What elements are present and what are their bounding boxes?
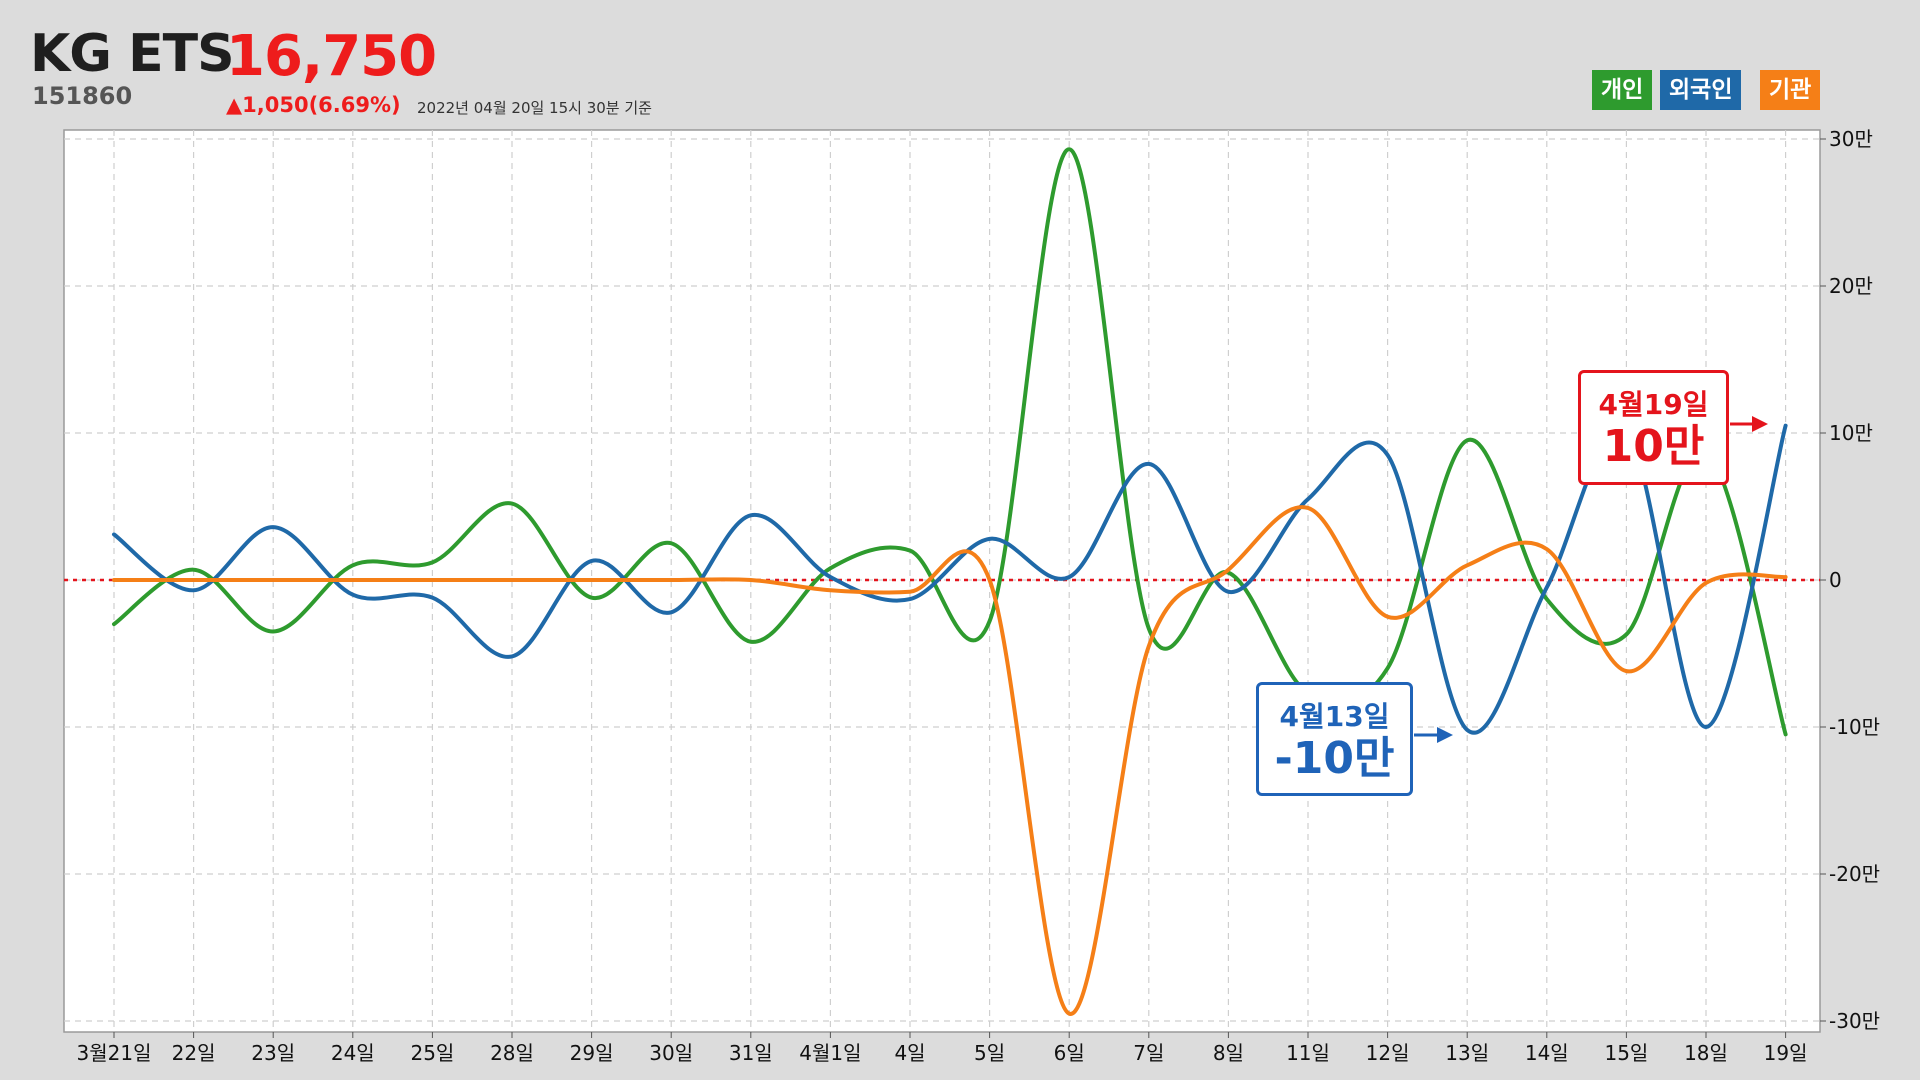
legend-institution: 기관 — [1760, 70, 1821, 110]
callout-value: 10만 — [1602, 421, 1705, 472]
grid — [64, 130, 1820, 1032]
series-lines — [112, 147, 1788, 1016]
as-of-timestamp: 2022년 04월 20일 15시 30분 기준 — [417, 99, 652, 117]
series-line-3 — [112, 505, 1788, 1016]
callout-arrows — [1414, 416, 1768, 743]
series-line-1 — [112, 147, 1788, 737]
x-tick-label: 4월1일 — [799, 1041, 861, 1065]
series-line-2 — [112, 423, 1788, 735]
callout-value: -10만 — [1274, 733, 1395, 784]
y-tick-label: -30만 — [1829, 1009, 1880, 1033]
x-tick-label: 31일 — [729, 1041, 773, 1065]
stock-name: KG ETS — [30, 24, 235, 84]
x-tick-label: 24일 — [331, 1041, 375, 1065]
callout-date: 4월19일 — [1598, 388, 1709, 421]
stock-code: 151860 — [32, 82, 133, 110]
legend-foreign: 외국인 — [1660, 70, 1742, 110]
x-tick-label: 25일 — [410, 1041, 454, 1065]
x-tick-label: 29일 — [570, 1041, 614, 1065]
x-tick-label: 5일 — [974, 1041, 1005, 1065]
x-tick-label: 15일 — [1604, 1041, 1648, 1065]
x-tick-label: 7일 — [1133, 1041, 1164, 1065]
x-tick-label: 8일 — [1213, 1041, 1244, 1065]
x-tick-label: 6일 — [1054, 1041, 1085, 1065]
x-tick-label: 3월21일 — [77, 1041, 152, 1065]
y-tick-label: 10만 — [1829, 421, 1873, 445]
callout-foreign-last: 4월19일 10만 — [1578, 370, 1729, 485]
x-tick-label: 4일 — [894, 1041, 925, 1065]
x-tick-label: 19일 — [1764, 1041, 1808, 1065]
x-tick-label: 22일 — [172, 1041, 216, 1065]
x-tick-label: 18일 — [1684, 1041, 1728, 1065]
y-tick-label: 30만 — [1829, 127, 1873, 151]
x-tick-label: 23일 — [251, 1041, 295, 1065]
callout-date: 4월13일 — [1279, 700, 1390, 733]
y-tick-label: 20만 — [1829, 274, 1873, 298]
x-tick-label: 30일 — [649, 1041, 693, 1065]
x-tick-label: 14일 — [1525, 1041, 1569, 1065]
y-tick-label: -10만 — [1829, 715, 1880, 739]
callout-foreign-min: 4월13일 -10만 — [1256, 682, 1413, 796]
y-tick-label: 0 — [1829, 568, 1842, 592]
stock-price: 16,750 — [226, 24, 437, 89]
x-tick-label: 12일 — [1366, 1041, 1410, 1065]
y-tick-label: -20만 — [1829, 862, 1880, 886]
x-tick-label: 13일 — [1445, 1041, 1489, 1065]
x-tick-label: 28일 — [490, 1041, 534, 1065]
price-change: ▲1,050(6.69%) — [226, 93, 401, 117]
chart-header: KG ETS 16,750 151860 ▲1,050(6.69%) 2022년… — [0, 0, 1920, 128]
arrow-foreign-min-head — [1437, 727, 1453, 743]
axes: 30만 20만 10만 0 -10만 -20만 -30만 3월21일 22일 23일 24일 25일 2… — [77, 127, 1881, 1065]
arrow-foreign-last-head — [1752, 416, 1768, 432]
legend-individual: 개인 — [1592, 70, 1653, 110]
x-tick-label: 11일 — [1286, 1041, 1330, 1065]
